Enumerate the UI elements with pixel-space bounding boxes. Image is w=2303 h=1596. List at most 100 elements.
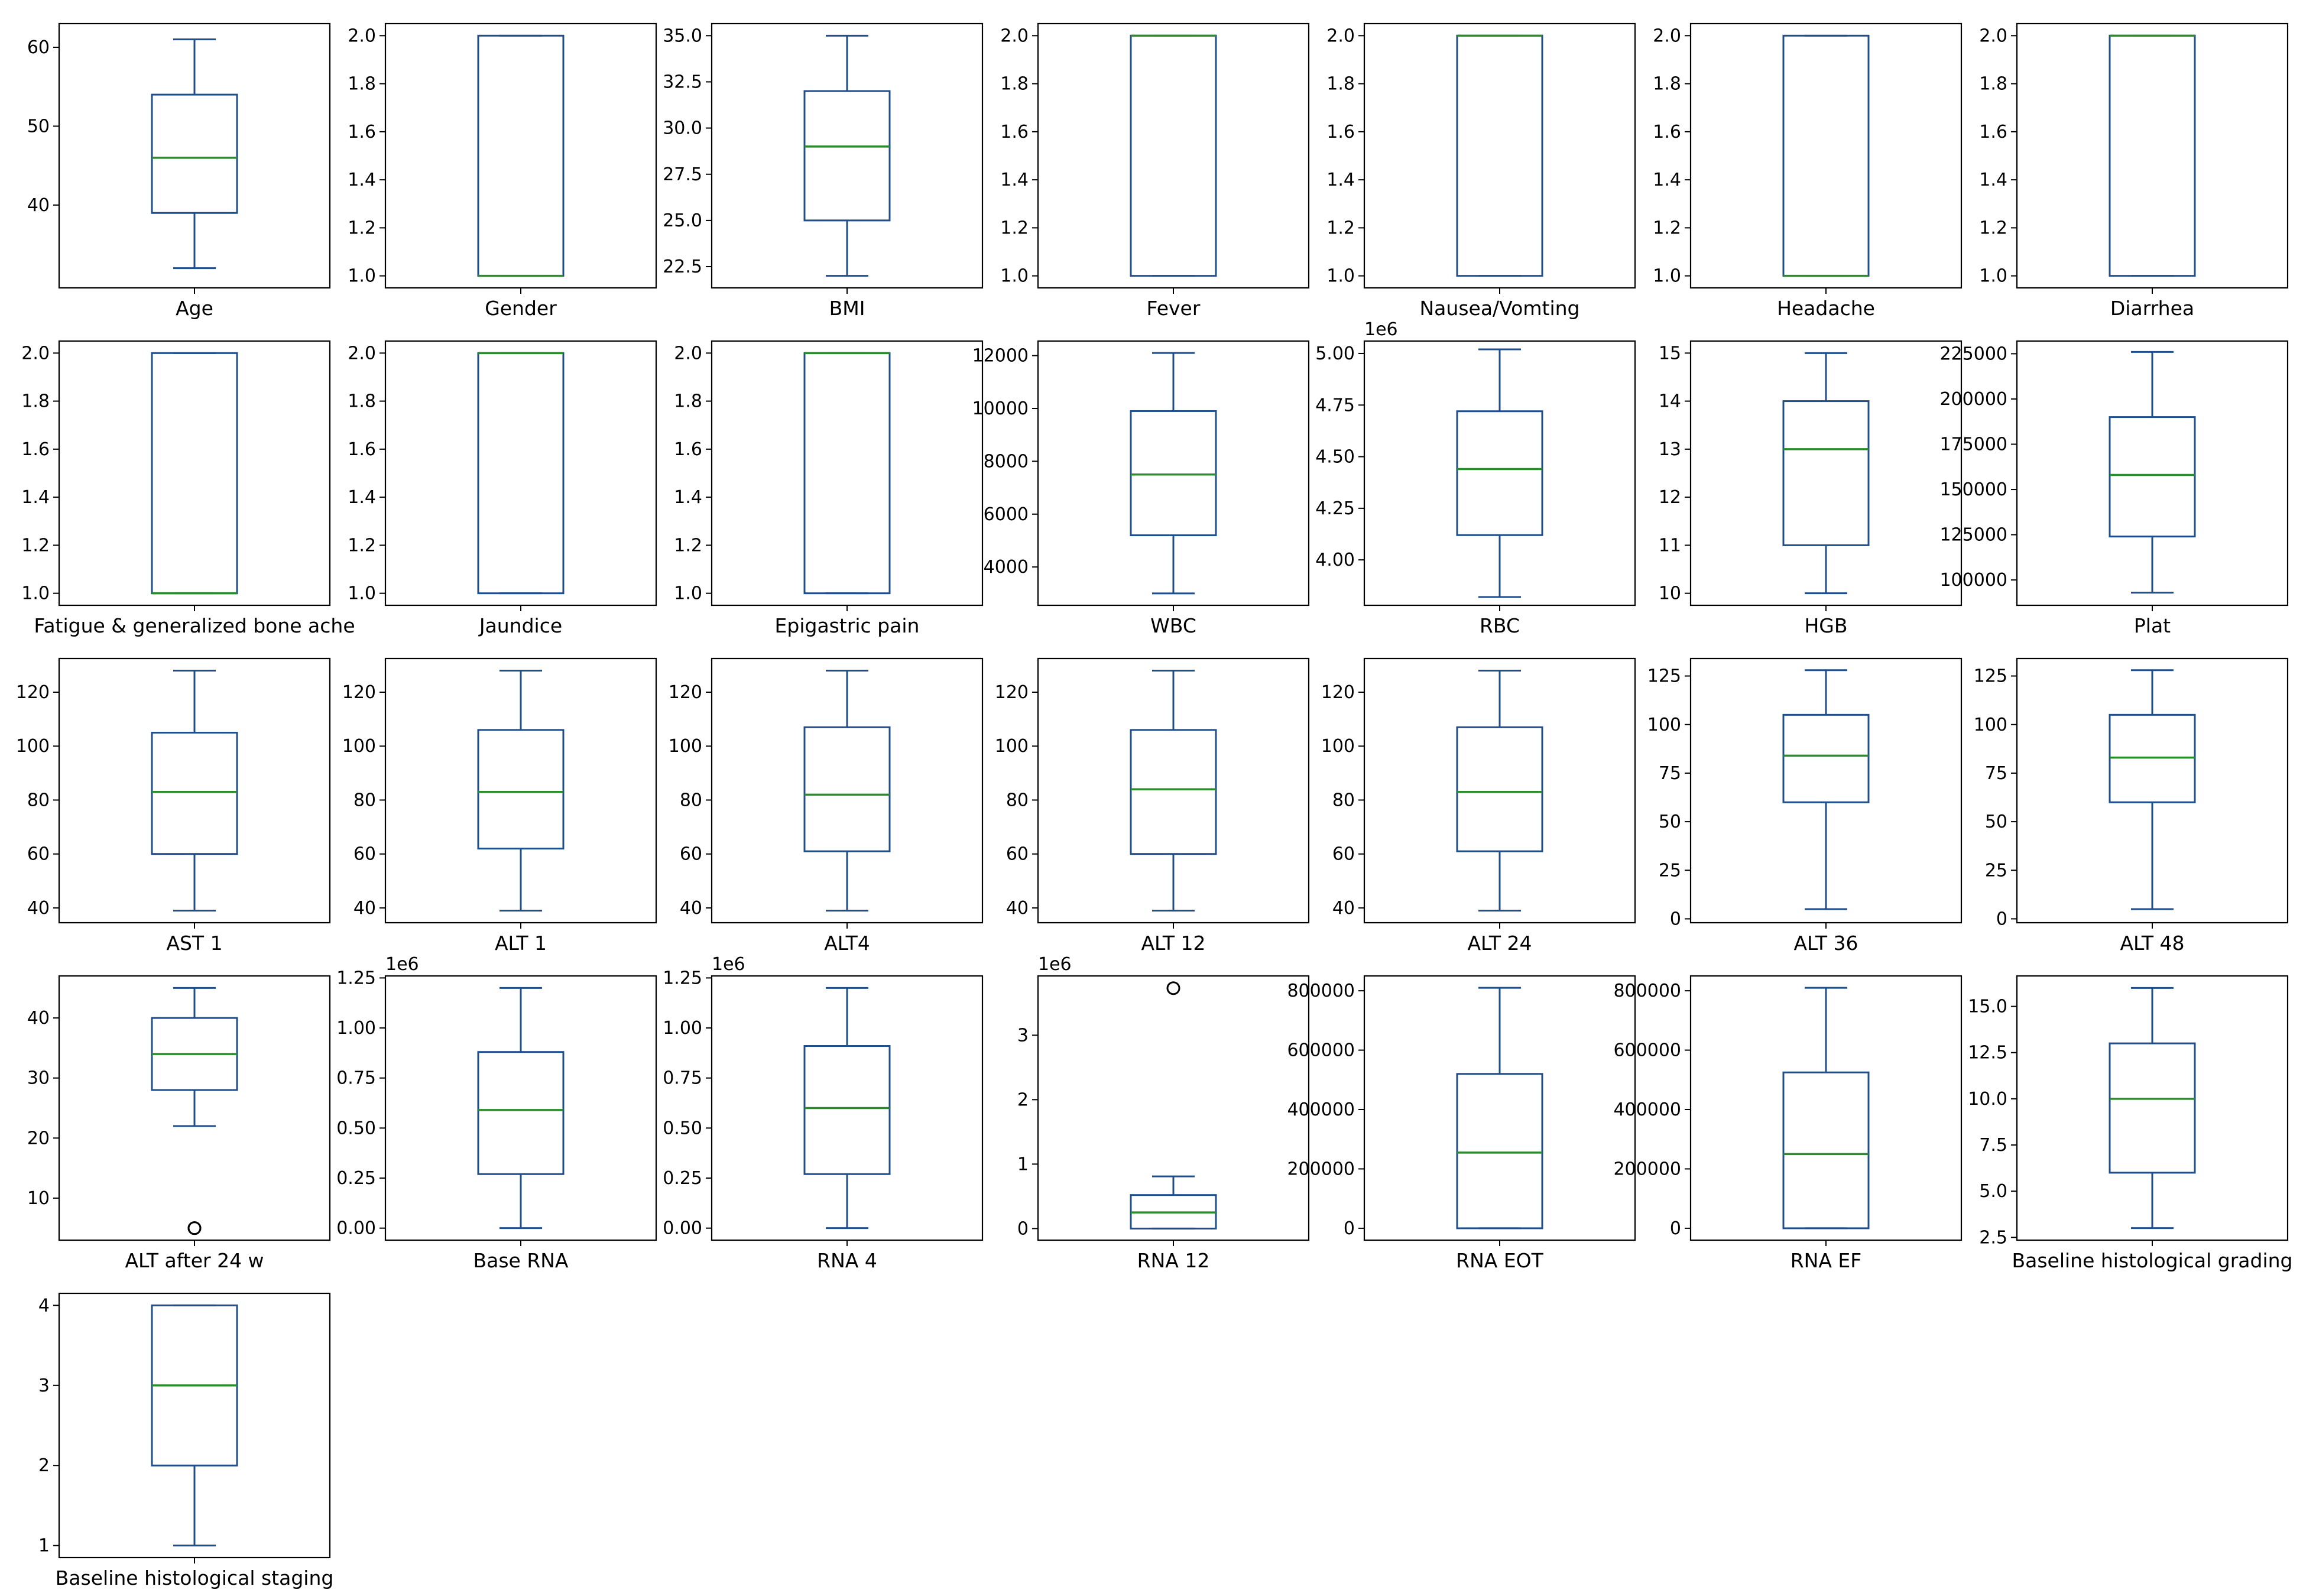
subplot-rna-12: 0 1 2 3 1e6 RNA 12 [1017, 954, 1310, 1272]
y-tick-label: 1.0 [1326, 266, 1355, 287]
y-tick-label: 100 [16, 736, 50, 757]
y-tick-label: 40 [27, 195, 50, 216]
y-tick-label: 50 [27, 116, 50, 137]
y-tick-label: 1.0 [674, 583, 702, 604]
subplot-alt-after-24-w: 10 20 30 40 ALT after 24 w [27, 975, 331, 1272]
y-tick-label: 50 [1659, 812, 1681, 832]
axis-offset-label: 1e6 [712, 954, 745, 975]
y-tick-label: 27.5 [663, 164, 702, 185]
y-tick-label: 60 [1006, 844, 1029, 865]
x-axis-label: RBC [1480, 614, 1520, 637]
y-tick-label: 200000 [1939, 389, 2007, 410]
y-tick-label: 1.6 [21, 439, 50, 460]
y-tick-label: 1.0 [21, 583, 50, 604]
y-tick-label: 40 [1006, 898, 1029, 919]
y-tick-label: 40 [1332, 898, 1355, 919]
subplot-wbc: 4000 6000 8000 10000 12000 WBC [972, 340, 1310, 637]
y-tick-label: 4 [38, 1295, 50, 1316]
y-tick-label: 600000 [1287, 1040, 1355, 1061]
y-tick-label: 1.2 [1000, 218, 1029, 238]
y-tick-label: 2 [1017, 1089, 1029, 1110]
iqr-box [477, 34, 565, 277]
y-tick-label: 12.5 [1968, 1043, 2007, 1063]
y-tick-label: 1.8 [674, 391, 702, 412]
y-tick-label: 1.0 [348, 583, 376, 604]
y-tick-label: 11 [1659, 535, 1681, 556]
y-tick-label: 40 [27, 898, 50, 919]
y-tick-label: 10.0 [1968, 1089, 2007, 1110]
y-tick-label: 100 [1974, 715, 2007, 735]
y-tick-label: 25 [1985, 860, 2007, 881]
y-tick-label: 60 [1332, 844, 1355, 865]
y-tick-label: 0.00 [336, 1218, 376, 1239]
y-tick-label: 30 [27, 1068, 50, 1089]
iqr-box [151, 352, 238, 595]
y-tick-label: 2.0 [1000, 25, 1029, 46]
iqr-box [1782, 400, 1870, 546]
y-tick-label: 200000 [1613, 1159, 1681, 1179]
y-tick-label: 2.0 [348, 25, 376, 46]
y-tick-label: 200000 [1287, 1159, 1355, 1179]
subplot-fever: 1.0 1.2 1.4 1.6 1.8 2.0 Fever [1000, 22, 1310, 320]
subplot-gender: 1.0 1.2 1.4 1.6 1.8 2.0 Gender [348, 22, 657, 320]
y-tick-label: 12 [1659, 487, 1681, 508]
y-tick-label: 1.6 [1979, 122, 2007, 142]
y-tick-label: 2.0 [1979, 25, 2007, 46]
subplot-nausea-vomting: 1.0 1.2 1.4 1.6 1.8 2.0 Nausea/Vomting [1326, 22, 1636, 320]
x-axis-label: RNA 12 [1137, 1249, 1210, 1272]
y-tick-label: 14 [1659, 391, 1681, 412]
y-tick-label: 8000 [984, 451, 1029, 472]
y-tick-label: 4.25 [1315, 498, 1355, 519]
y-tick-label: 4000 [984, 557, 1029, 578]
axis-offset-label: 1e6 [1038, 954, 1072, 975]
iqr-box [477, 729, 565, 850]
y-tick-label: 60 [27, 37, 50, 58]
iqr-box [1130, 410, 1217, 537]
y-tick-label: 100 [1647, 715, 1681, 735]
iqr-box [1456, 34, 1543, 277]
subplot-fatigue-generalized-bone-ache: 1.0 1.2 1.4 1.6 1.8 2.0 Fatigue & generalized … [21, 340, 355, 637]
y-tick-label: 1.4 [1653, 170, 1681, 190]
x-axis-label: ALT 36 [1793, 932, 1858, 955]
y-tick-label: 120 [16, 682, 50, 703]
axis-offset-label: 1e6 [1364, 319, 1398, 340]
y-tick-label: 6000 [984, 504, 1029, 525]
y-tick-label: 1.2 [1979, 218, 2007, 238]
y-tick-label: 1.2 [1326, 218, 1355, 238]
x-axis-label: RNA EF [1790, 1249, 1862, 1272]
y-tick-label: 15.0 [1968, 997, 2007, 1017]
x-axis-label: HGB [1804, 614, 1847, 637]
y-tick-label: 2.0 [1653, 25, 1681, 46]
y-tick-label: 0 [1670, 909, 1681, 929]
y-tick-label: 1.2 [674, 535, 702, 556]
y-tick-label: 60 [353, 844, 376, 865]
iqr-box [803, 726, 891, 852]
y-tick-label: 20 [27, 1128, 50, 1149]
y-tick-label: 2.0 [21, 343, 50, 364]
y-tick-label: 1.2 [348, 535, 376, 556]
y-tick-label: 1.6 [674, 439, 702, 460]
y-tick-label: 100000 [1939, 570, 2007, 591]
iqr-box [2109, 1042, 2196, 1174]
iqr-box [803, 90, 891, 222]
iqr-box [2109, 34, 2196, 277]
axes-frame [58, 340, 331, 606]
y-tick-label: 1.4 [21, 487, 50, 508]
subplot-headache: 1.0 1.2 1.4 1.6 1.8 2.0 Headache [1653, 22, 1963, 320]
subplot-alt-1: 40 60 80 100 120 ALT 1 [342, 657, 657, 955]
y-tick-label: 25 [1659, 860, 1681, 881]
y-tick-label: 2.0 [1326, 25, 1355, 46]
y-tick-label: 5.00 [1315, 343, 1355, 364]
subplot-hgb: 10 11 12 13 14 15 HGB [1659, 340, 1963, 637]
y-tick-label: 1.00 [663, 1018, 702, 1039]
y-tick-label: 1.0 [1979, 266, 2007, 287]
y-tick-label: 800000 [1287, 981, 1355, 1001]
iqr-box [1456, 410, 1543, 536]
iqr-box [151, 93, 238, 214]
y-tick-label: 1.0 [1653, 266, 1681, 287]
y-tick-label: 80 [1332, 790, 1355, 810]
y-tick-label: 4.00 [1315, 550, 1355, 570]
iqr-box [803, 1045, 891, 1175]
y-tick-label: 1.4 [674, 487, 702, 508]
y-tick-label: 13 [1659, 439, 1681, 460]
